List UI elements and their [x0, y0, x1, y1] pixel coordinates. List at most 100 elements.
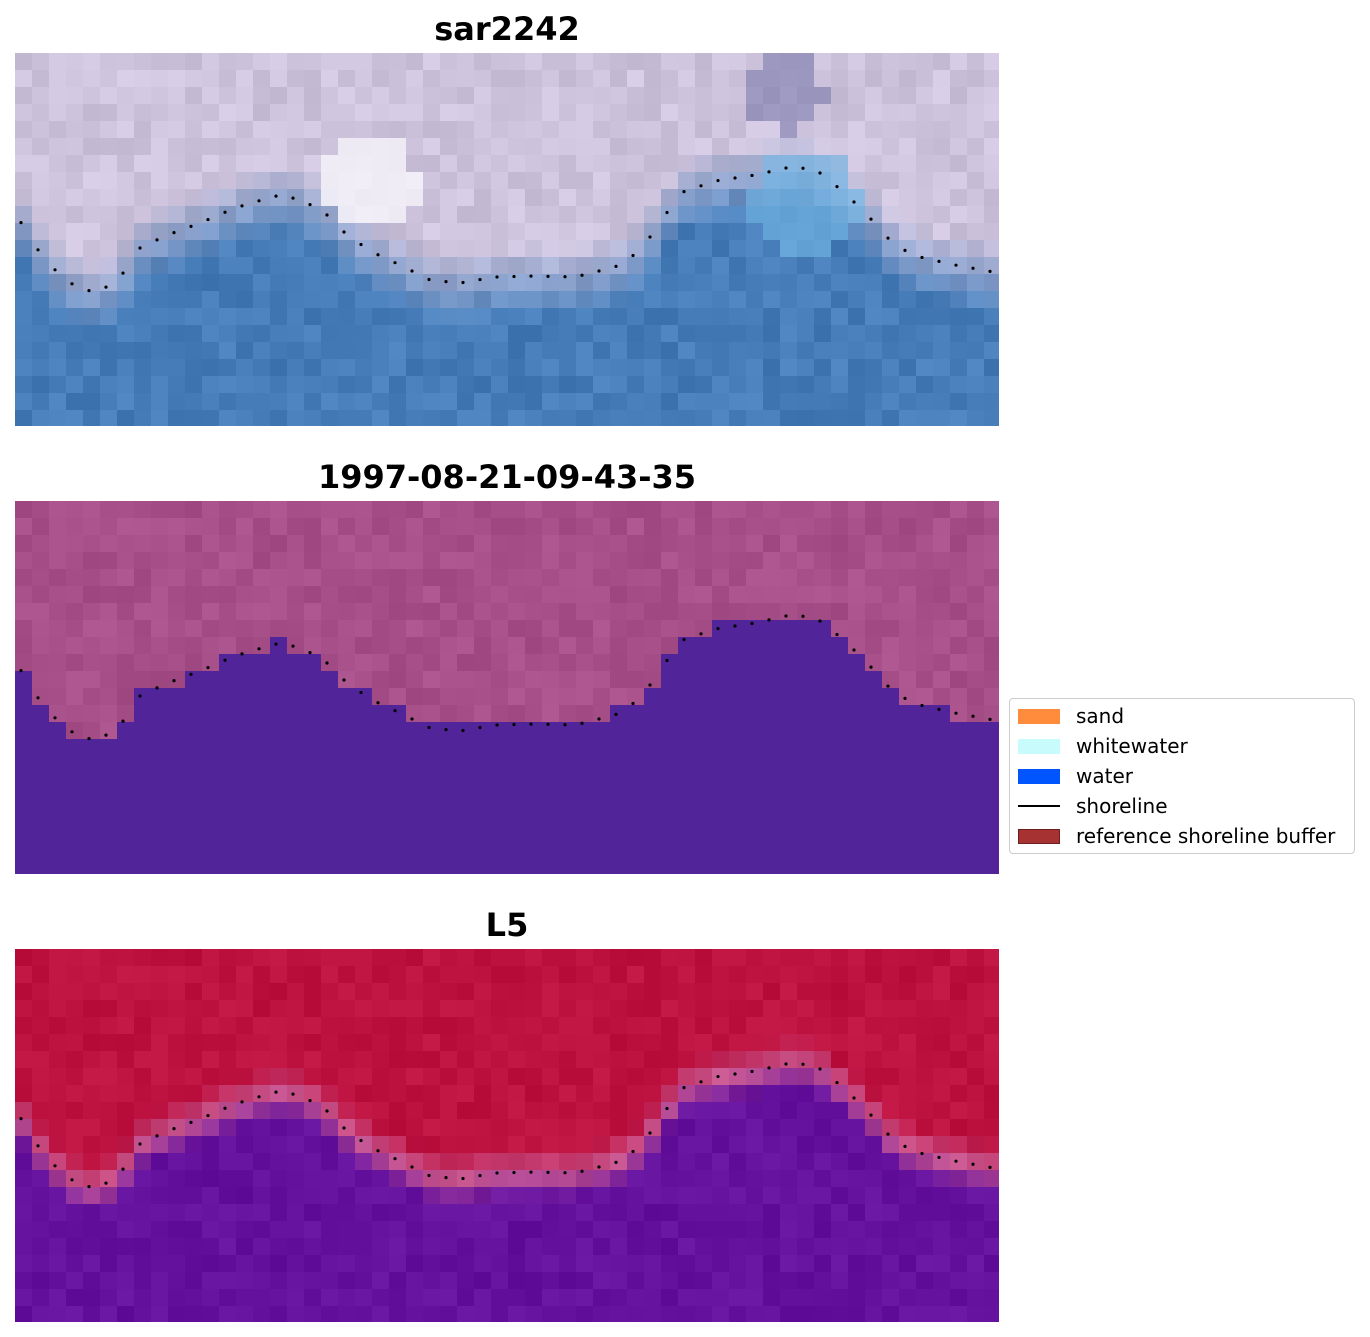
- shoreline-point: [274, 1090, 278, 1094]
- shoreline-point: [410, 269, 414, 273]
- legend-label: sand: [1076, 704, 1125, 728]
- shoreline-point: [954, 711, 958, 715]
- shoreline-point: [716, 626, 720, 631]
- shoreline-point: [138, 246, 142, 250]
- shoreline-point: [886, 684, 890, 688]
- shoreline-point: [954, 1159, 958, 1163]
- water-swatch: [1018, 769, 1060, 784]
- shoreline-point: [852, 648, 856, 652]
- shoreline-point: [189, 672, 193, 676]
- sand-swatch: [1018, 709, 1060, 724]
- shoreline-point: [70, 1178, 74, 1182]
- shoreline-point: [818, 619, 822, 623]
- shoreline-point: [495, 723, 499, 727]
- shoreline-point: [648, 235, 652, 239]
- shoreline-point: [155, 686, 159, 690]
- shoreline-point: [937, 707, 941, 711]
- shoreline-point: [818, 171, 822, 175]
- shoreline-point: [172, 231, 176, 235]
- shoreline-point: [716, 1074, 720, 1079]
- shoreline-point: [580, 721, 584, 725]
- shoreline-point: [19, 221, 23, 225]
- legend-item-reference-buffer: reference shoreline buffer: [1010, 821, 1354, 851]
- shoreline-point: [53, 1164, 57, 1168]
- shoreline-point: [495, 1171, 499, 1175]
- shoreline-point: [818, 1067, 822, 1071]
- shoreline-point: [920, 1151, 924, 1156]
- shoreline-point: [512, 274, 516, 279]
- shoreline-point: [648, 683, 652, 687]
- legend-item-water: water: [1010, 761, 1354, 791]
- legend-item-shoreline: shoreline: [1010, 791, 1354, 821]
- shoreline-point: [19, 669, 23, 673]
- shoreline-point: [529, 274, 533, 278]
- shoreline-point: [631, 253, 635, 258]
- shoreline-point: [784, 614, 788, 618]
- shoreline-point: [733, 624, 737, 628]
- shoreline-point: [546, 274, 550, 278]
- shoreline-point: [682, 190, 686, 194]
- shoreline-point: [104, 285, 108, 289]
- panel-title-3: L5: [485, 906, 529, 944]
- shoreline-point: [291, 1092, 295, 1096]
- shoreline-point: [206, 665, 210, 670]
- shoreline-point: [478, 277, 482, 282]
- shoreline-point: [546, 1170, 550, 1174]
- shoreline-point: [597, 1165, 601, 1169]
- shoreline-point: [699, 184, 703, 188]
- shoreline-point: [869, 665, 873, 669]
- shoreline-point: [359, 242, 363, 247]
- shoreline-point: [70, 282, 74, 286]
- shoreline-point: [699, 1080, 703, 1084]
- shoreline-point: [359, 690, 363, 695]
- shoreline-point: [886, 236, 890, 240]
- shoreline-point: [869, 1113, 873, 1117]
- shoreline-point: [886, 1132, 890, 1136]
- legend-label: reference shoreline buffer: [1076, 824, 1336, 848]
- shoreline-point: [699, 632, 703, 636]
- shoreline-point: [444, 1176, 448, 1180]
- shoreline-point: [801, 614, 805, 618]
- shoreline-point: [648, 1131, 652, 1135]
- reference-buffer-swatch: [1018, 829, 1060, 844]
- shoreline-point: [665, 210, 669, 215]
- shoreline-point: [121, 1167, 125, 1171]
- shoreline-point: [240, 1100, 244, 1104]
- shoreline-point: [87, 1185, 91, 1189]
- whitewater-swatch: [1018, 739, 1060, 754]
- shoreline-point: [53, 716, 57, 720]
- shoreline-point: [920, 703, 924, 708]
- shoreline-point: [70, 730, 74, 734]
- legend-item-whitewater: whitewater: [1010, 731, 1354, 761]
- shoreline-point: [733, 176, 737, 180]
- shoreline-point: [189, 1120, 193, 1124]
- shoreline-point: [767, 618, 771, 622]
- shoreline-point: [495, 275, 499, 279]
- shoreline-point: [937, 259, 941, 263]
- shoreline-point: [920, 255, 924, 260]
- shoreline-point: [325, 1109, 329, 1113]
- classified-image: [15, 501, 999, 874]
- shoreline-point: [801, 1062, 805, 1066]
- shoreline-point: [869, 217, 873, 221]
- shoreline-point: [512, 1170, 516, 1175]
- shoreline-point: [206, 217, 210, 222]
- shoreline-point: [223, 210, 227, 214]
- shoreline-point: [801, 166, 805, 170]
- shoreline-point: [597, 717, 601, 721]
- shoreline-point: [427, 1173, 431, 1178]
- shoreline-point: [852, 200, 856, 204]
- shoreline-point: [444, 280, 448, 284]
- shoreline-point: [308, 203, 312, 207]
- shoreline-point: [852, 1096, 856, 1100]
- shoreline-point: [138, 1142, 142, 1146]
- panel-title-1: sar2242: [434, 10, 580, 48]
- shoreline-point: [767, 170, 771, 174]
- panel-title-2: 1997-08-21-09-43-35: [317, 458, 697, 496]
- shoreline-point: [631, 701, 635, 706]
- shoreline-point: [155, 1134, 159, 1138]
- shoreline-point: [376, 701, 380, 705]
- shoreline-point: [308, 1099, 312, 1103]
- shoreline-point: [903, 696, 907, 700]
- shoreline-point: [478, 725, 482, 730]
